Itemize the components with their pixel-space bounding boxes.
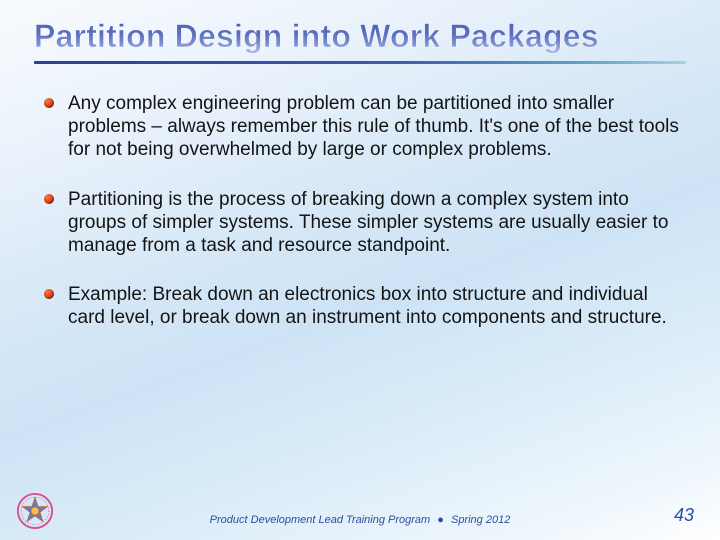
bullet-list: Any complex engineering problem can be p… xyxy=(34,92,686,329)
bullet-text: Example: Break down an electronics box i… xyxy=(68,284,667,328)
slide-title-text: Partition Design into Work Packages xyxy=(34,18,599,54)
bullet-text: Any complex engineering problem can be p… xyxy=(68,93,679,160)
footer-term: Spring 2012 xyxy=(451,514,510,526)
footer-separator: ● xyxy=(437,514,444,526)
list-item: Example: Break down an electronics box i… xyxy=(48,283,686,329)
slide-footer: Product Development Lead Training Progra… xyxy=(0,504,720,526)
footer-text: Product Development Lead Training Progra… xyxy=(210,514,511,526)
slide: Partition Design into Work Packages Part… xyxy=(0,0,720,540)
bullet-text: Partitioning is the process of breaking … xyxy=(68,189,668,256)
footer-program: Product Development Lead Training Progra… xyxy=(210,514,431,526)
list-item: Any complex engineering problem can be p… xyxy=(48,92,686,162)
slide-title: Partition Design into Work Packages Part… xyxy=(34,18,686,55)
list-item: Partitioning is the process of breaking … xyxy=(48,188,686,258)
page-number: 43 xyxy=(674,505,694,526)
title-underline xyxy=(34,61,686,64)
